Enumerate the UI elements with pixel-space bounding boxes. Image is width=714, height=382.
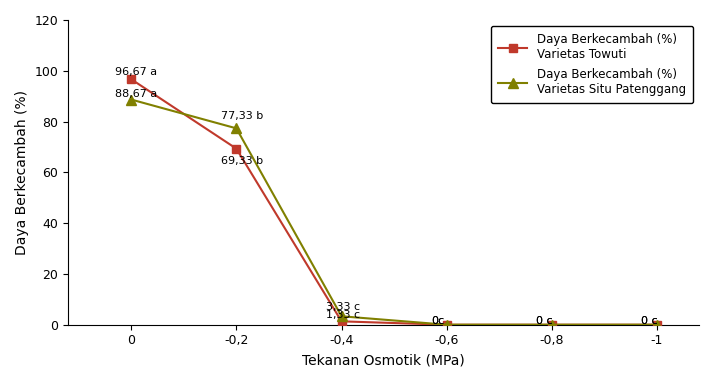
Daya Berkecambah (%)
Varietas Towuti bbox=[443, 322, 451, 327]
X-axis label: Tekanan Osmotik (MPa): Tekanan Osmotik (MPa) bbox=[302, 353, 465, 367]
Daya Berkecambah (%)
Varietas Towuti bbox=[127, 77, 136, 81]
Daya Berkecambah (%)
Varietas Towuti bbox=[232, 146, 241, 151]
Daya Berkecambah (%)
Varietas Towuti bbox=[548, 322, 556, 327]
Text: 0 c: 0 c bbox=[536, 316, 553, 326]
Daya Berkecambah (%)
Varietas Situ Patenggang bbox=[653, 322, 661, 327]
Text: 0c: 0c bbox=[431, 316, 444, 326]
Daya Berkecambah (%)
Varietas Situ Patenggang bbox=[337, 314, 346, 319]
Text: 69,33 b: 69,33 b bbox=[221, 156, 263, 167]
Text: 0 c: 0 c bbox=[641, 316, 658, 326]
Text: 1,33 c: 1,33 c bbox=[326, 310, 360, 320]
Daya Berkecambah (%)
Varietas Towuti bbox=[337, 319, 346, 324]
Daya Berkecambah (%)
Varietas Situ Patenggang bbox=[548, 322, 556, 327]
Legend: Daya Berkecambah (%)
Varietas Towuti, Daya Berkecambah (%)
Varietas Situ Patengg: Daya Berkecambah (%) Varietas Towuti, Da… bbox=[491, 26, 693, 103]
Text: 96,67 a: 96,67 a bbox=[116, 66, 158, 77]
Y-axis label: Daya Berkecambah (%): Daya Berkecambah (%) bbox=[15, 90, 29, 255]
Daya Berkecambah (%)
Varietas Towuti bbox=[653, 322, 661, 327]
Text: 0 c: 0 c bbox=[641, 316, 658, 326]
Line: Daya Berkecambah (%)
Varietas Towuti: Daya Berkecambah (%) Varietas Towuti bbox=[127, 75, 661, 329]
Text: 77,33 b: 77,33 b bbox=[221, 111, 263, 121]
Text: 0c: 0c bbox=[431, 316, 444, 326]
Text: 88,67 a: 88,67 a bbox=[116, 89, 158, 99]
Daya Berkecambah (%)
Varietas Situ Patenggang bbox=[127, 97, 136, 102]
Line: Daya Berkecambah (%)
Varietas Situ Patenggang: Daya Berkecambah (%) Varietas Situ Paten… bbox=[126, 95, 662, 330]
Daya Berkecambah (%)
Varietas Situ Patenggang bbox=[443, 322, 451, 327]
Text: 3,33 c: 3,33 c bbox=[326, 303, 360, 312]
Daya Berkecambah (%)
Varietas Situ Patenggang bbox=[232, 126, 241, 131]
Text: 0 c: 0 c bbox=[536, 316, 553, 326]
